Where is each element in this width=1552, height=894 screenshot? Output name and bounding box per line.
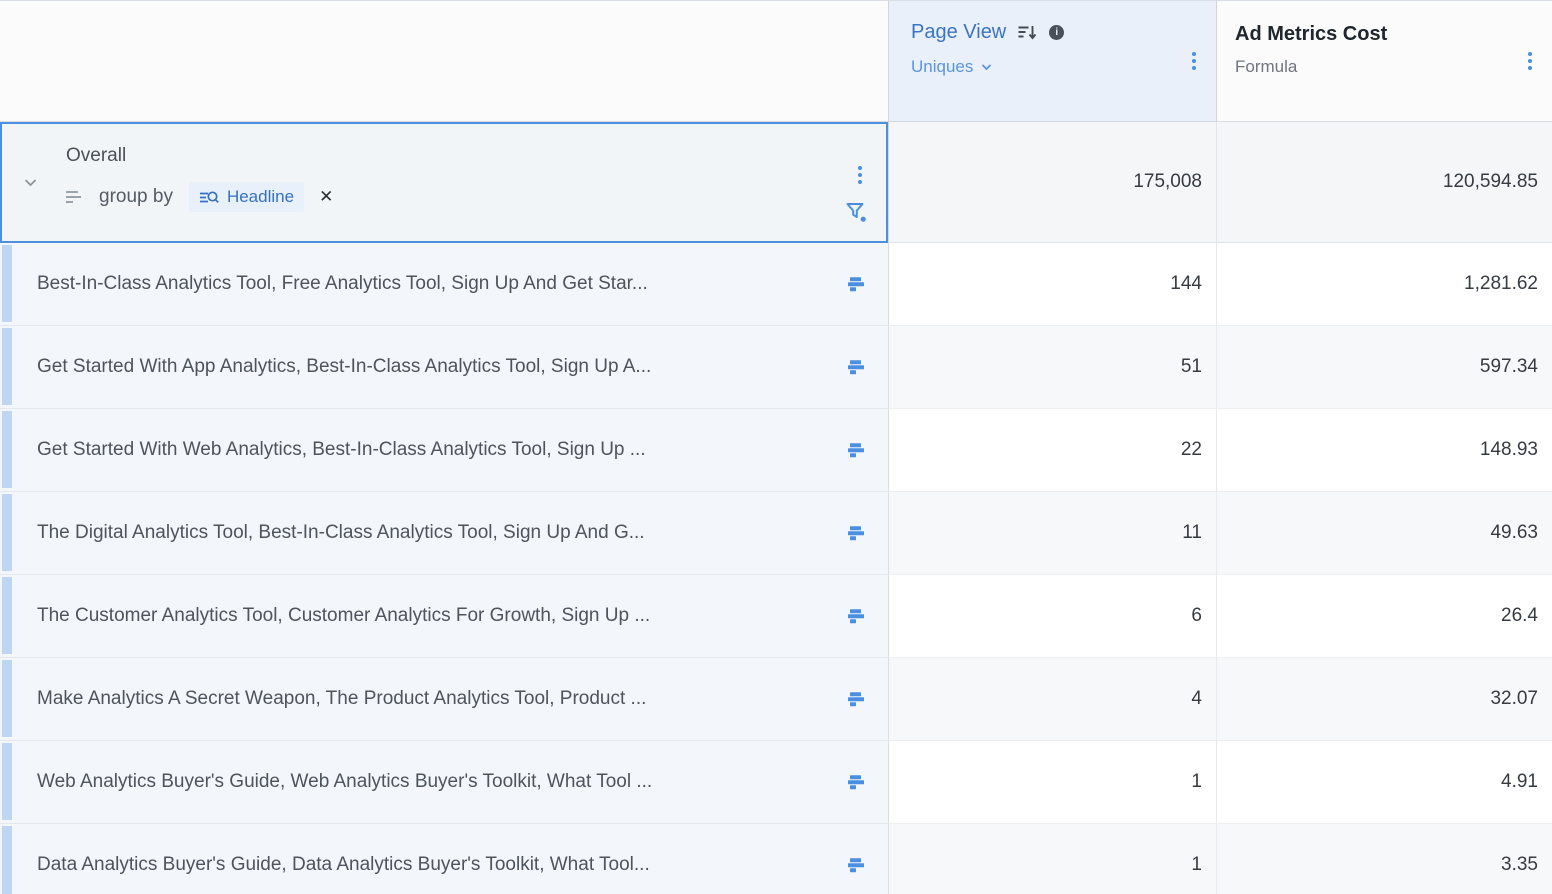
row-accent-bar xyxy=(2,411,12,488)
column-header-ad-metrics-cost[interactable]: Ad Metrics Cost Formula xyxy=(1217,0,1552,122)
headline-cell[interactable]: Get Started With Web Analytics, Best-In-… xyxy=(0,409,888,492)
filter-icon[interactable] xyxy=(844,200,868,224)
headline-cell[interactable]: Best-In-Class Analytics Tool, Free Analy… xyxy=(0,243,888,326)
headline-cell[interactable]: Web Analytics Buyer's Guide, Web Analyti… xyxy=(0,741,888,824)
page-view-value-cell: 4 xyxy=(888,658,1217,741)
cost-value-cell: 597.34 xyxy=(1217,326,1552,409)
bar-chart-icon[interactable] xyxy=(848,858,864,872)
metric-selector[interactable]: Uniques xyxy=(911,57,1202,77)
group-by-label: group by xyxy=(99,186,173,207)
headline-cell[interactable]: Data Analytics Buyer's Guide, Data Analy… xyxy=(0,824,888,894)
collapse-chevron-icon[interactable] xyxy=(22,176,39,190)
page-view-value-cell: 11 xyxy=(888,492,1217,575)
cost-value-cell: 148.93 xyxy=(1217,409,1552,492)
row-accent-bar xyxy=(2,245,12,322)
row-accent-bar xyxy=(2,826,12,894)
group-by-property-chip[interactable]: Headline xyxy=(188,182,305,212)
row-accent-bar xyxy=(2,743,12,820)
cost-value: 597.34 xyxy=(1479,356,1538,377)
page-view-value-cell: 1 xyxy=(888,741,1217,824)
page-view-value: 11 xyxy=(1182,522,1202,543)
row-accent-bar xyxy=(2,660,12,737)
page-view-value: 51 xyxy=(1180,356,1202,377)
cost-value-cell: 26.4 xyxy=(1217,575,1552,658)
headline-cell[interactable]: Make Analytics A Secret Weapon, The Prod… xyxy=(0,658,888,741)
headline-text: Web Analytics Buyer's Guide, Web Analyti… xyxy=(37,771,653,792)
cost-value-cell: 49.63 xyxy=(1217,492,1552,575)
cost-value: 1,281.62 xyxy=(1464,273,1538,294)
cost-value: 3.35 xyxy=(1501,854,1538,875)
cost-column-subtitle: Formula xyxy=(1235,57,1298,76)
metric-selector-label: Uniques xyxy=(911,57,974,76)
page-view-value: 6 xyxy=(1191,605,1202,626)
page-view-value-cell: 51 xyxy=(888,326,1217,409)
cost-value: 4.91 xyxy=(1501,771,1538,792)
bar-chart-icon[interactable] xyxy=(848,277,864,291)
overall-row-menu-icon[interactable] xyxy=(858,166,862,184)
headline-text: Make Analytics A Secret Weapon, The Prod… xyxy=(37,688,647,709)
cost-column-title: Ad Metrics Cost xyxy=(1235,23,1388,45)
headline-text: Best-In-Class Analytics Tool, Free Analy… xyxy=(37,273,648,294)
headline-text: The Digital Analytics Tool, Best-In-Clas… xyxy=(37,522,645,543)
headline-text: Data Analytics Buyer's Guide, Data Analy… xyxy=(37,854,650,875)
cost-value-cell: 1,281.62 xyxy=(1217,243,1552,326)
headline-cell[interactable]: Get Started With App Analytics, Best-In-… xyxy=(0,326,888,409)
column-header-page-view[interactable]: Page View i Uniques xyxy=(888,0,1217,122)
cost-column-menu-icon[interactable] xyxy=(1528,52,1532,70)
cost-value: 148.93 xyxy=(1479,439,1538,460)
overall-event-cell[interactable]: Overall group by Headline xyxy=(0,122,888,243)
page-view-value: 1 xyxy=(1191,854,1202,875)
bar-chart-icon[interactable] xyxy=(848,443,864,457)
page-view-column-menu-icon[interactable] xyxy=(1192,52,1196,70)
row-accent-bar xyxy=(2,328,12,405)
headline-text: Get Started With Web Analytics, Best-In-… xyxy=(37,439,646,460)
page-view-value-cell: 1 xyxy=(888,824,1217,894)
headline-text: The Customer Analytics Tool, Customer An… xyxy=(37,605,651,626)
headline-text: Get Started With App Analytics, Best-In-… xyxy=(37,356,652,377)
group-by-icon xyxy=(66,190,81,204)
sort-descending-icon[interactable] xyxy=(1018,25,1037,41)
headline-cell[interactable]: The Customer Analytics Tool, Customer An… xyxy=(0,575,888,658)
headline-cell[interactable]: The Digital Analytics Tool, Best-In-Clas… xyxy=(0,492,888,575)
page-view-value-cell: 22 xyxy=(888,409,1217,492)
bar-chart-icon[interactable] xyxy=(848,692,864,706)
page-view-value: 4 xyxy=(1191,688,1202,709)
chevron-down-icon xyxy=(980,61,993,73)
header-empty-cell xyxy=(0,0,888,122)
property-search-icon xyxy=(199,189,220,206)
overall-cost-cell: 120,594.85 xyxy=(1217,122,1552,243)
page-view-value-cell: 144 xyxy=(888,243,1217,326)
info-icon[interactable]: i xyxy=(1049,25,1065,40)
page-view-value: 22 xyxy=(1180,439,1202,460)
cost-value-cell: 32.07 xyxy=(1217,658,1552,741)
overall-page-view-cell: 175,008 xyxy=(888,122,1217,243)
bar-chart-icon[interactable] xyxy=(848,609,864,623)
bar-chart-icon[interactable] xyxy=(848,360,864,374)
cost-value-cell: 4.91 xyxy=(1217,741,1552,824)
page-view-value: 144 xyxy=(1170,273,1202,294)
overall-cost-value: 120,594.85 xyxy=(1442,171,1538,192)
bar-chart-icon[interactable] xyxy=(848,526,864,540)
page-view-value-cell: 6 xyxy=(888,575,1217,658)
overall-page-view-value: 175,008 xyxy=(1133,171,1202,192)
row-accent-bar xyxy=(2,577,12,654)
cost-value: 32.07 xyxy=(1490,688,1538,709)
remove-group-by-icon[interactable]: ✕ xyxy=(319,187,334,206)
group-by-property-name: Headline xyxy=(226,187,295,206)
cost-value: 49.63 xyxy=(1490,522,1538,543)
cost-value-cell: 3.35 xyxy=(1217,824,1552,894)
row-accent-bar xyxy=(2,494,12,571)
page-view-value: 1 xyxy=(1191,771,1202,792)
page-view-title: Page View xyxy=(911,21,1007,43)
overall-label: Overall xyxy=(66,145,127,166)
cost-value: 26.4 xyxy=(1501,605,1538,626)
bar-chart-icon[interactable] xyxy=(848,775,864,789)
